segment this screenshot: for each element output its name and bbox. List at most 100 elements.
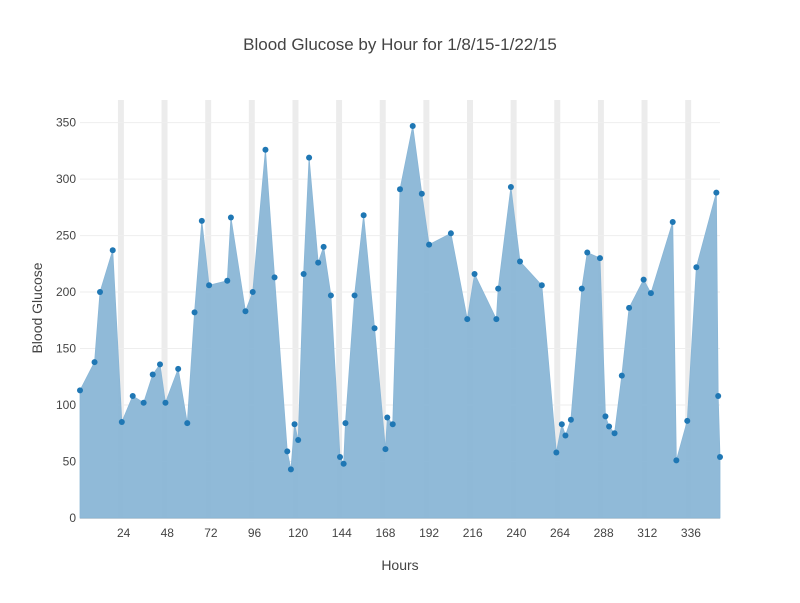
data-point bbox=[157, 361, 163, 368]
data-point bbox=[191, 309, 198, 316]
data-point bbox=[242, 308, 249, 315]
data-point bbox=[584, 249, 591, 256]
data-point bbox=[426, 241, 433, 248]
data-point bbox=[320, 243, 327, 250]
x-tick-label: 48 bbox=[161, 526, 175, 540]
data-point bbox=[447, 230, 454, 237]
data-point bbox=[284, 448, 291, 455]
data-point bbox=[77, 387, 83, 394]
data-point bbox=[647, 290, 654, 297]
data-point bbox=[562, 432, 569, 439]
y-tick-label: 100 bbox=[56, 398, 76, 412]
data-points bbox=[77, 122, 723, 473]
data-point bbox=[713, 189, 720, 196]
night-band bbox=[161, 100, 168, 518]
x-tick-label: 120 bbox=[288, 526, 308, 540]
data-point bbox=[340, 460, 347, 467]
data-point bbox=[227, 214, 234, 221]
x-tick-label: 192 bbox=[419, 526, 439, 540]
data-point bbox=[351, 292, 358, 299]
data-point bbox=[673, 457, 680, 464]
data-point bbox=[162, 399, 169, 406]
data-point bbox=[611, 430, 618, 437]
night-band bbox=[117, 100, 124, 518]
y-tick-label: 250 bbox=[56, 229, 76, 243]
data-point bbox=[129, 392, 136, 399]
data-point bbox=[300, 270, 307, 277]
data-point bbox=[538, 282, 545, 289]
data-point bbox=[715, 392, 722, 399]
data-point bbox=[389, 421, 396, 428]
data-point bbox=[91, 359, 98, 366]
data-point bbox=[342, 420, 349, 427]
data-point bbox=[337, 453, 343, 460]
x-tick-label: 216 bbox=[463, 526, 483, 540]
data-point bbox=[517, 258, 523, 265]
y-tick-label: 50 bbox=[63, 455, 77, 469]
data-point bbox=[371, 325, 378, 332]
night-band bbox=[292, 100, 299, 518]
data-point bbox=[271, 274, 278, 281]
x-tick-label: 144 bbox=[332, 526, 352, 540]
data-point bbox=[384, 414, 391, 421]
data-point bbox=[418, 190, 425, 197]
data-point bbox=[684, 417, 691, 424]
data-point bbox=[184, 420, 191, 427]
x-tick-label: 168 bbox=[375, 526, 395, 540]
data-point bbox=[693, 264, 700, 271]
data-point bbox=[140, 399, 147, 406]
x-tick-label: 336 bbox=[681, 526, 701, 540]
data-point bbox=[507, 183, 514, 190]
x-tick-label: 96 bbox=[248, 526, 262, 540]
data-point bbox=[464, 316, 471, 323]
data-point bbox=[327, 292, 334, 299]
data-point bbox=[495, 285, 502, 292]
y-axis-label: Blood Glucose bbox=[29, 262, 45, 353]
area-fill bbox=[79, 125, 721, 519]
y-tick-label: 0 bbox=[69, 511, 76, 525]
data-point bbox=[397, 186, 403, 193]
data-point bbox=[382, 446, 389, 453]
data-point bbox=[618, 372, 625, 379]
data-point bbox=[409, 122, 416, 129]
data-point bbox=[206, 282, 213, 289]
data-point bbox=[626, 304, 633, 311]
night-band bbox=[379, 100, 386, 518]
data-point bbox=[287, 466, 294, 473]
x-tick-label: 288 bbox=[594, 526, 614, 540]
data-point bbox=[360, 212, 367, 219]
data-point bbox=[118, 418, 125, 425]
data-point bbox=[471, 270, 478, 277]
data-point bbox=[175, 365, 182, 372]
data-point bbox=[602, 413, 609, 420]
data-point bbox=[224, 277, 231, 284]
night-band bbox=[336, 100, 343, 518]
data-point bbox=[149, 371, 156, 378]
night-band bbox=[685, 100, 692, 518]
x-tick-labels: 24 48 72 96 120 144 168 192 216 240 264 288 312 336 bbox=[117, 526, 701, 540]
data-point bbox=[97, 289, 103, 296]
data-point bbox=[291, 421, 298, 428]
data-point bbox=[249, 289, 256, 296]
x-axis-label: Hours bbox=[381, 557, 418, 573]
data-point bbox=[597, 255, 603, 262]
data-point bbox=[558, 421, 565, 428]
night-band bbox=[554, 100, 561, 518]
data-point bbox=[567, 416, 574, 423]
data-point bbox=[493, 316, 500, 323]
x-tick-label: 312 bbox=[637, 526, 657, 540]
data-point bbox=[262, 146, 269, 153]
data-point bbox=[295, 437, 302, 444]
data-point bbox=[640, 276, 647, 283]
data-point bbox=[669, 219, 676, 226]
y-tick-label: 300 bbox=[56, 172, 76, 186]
data-point bbox=[315, 259, 322, 266]
y-tick-labels: 0 50 100 150 200 250 300 350 bbox=[56, 116, 76, 525]
x-tick-label: 240 bbox=[506, 526, 526, 540]
x-tick-label: 72 bbox=[204, 526, 218, 540]
data-point bbox=[198, 217, 205, 224]
glucose-area bbox=[79, 125, 721, 519]
x-tick-label: 264 bbox=[550, 526, 570, 540]
chart-title: Blood Glucose by Hour for 1/8/15-1/22/15 bbox=[243, 35, 557, 54]
